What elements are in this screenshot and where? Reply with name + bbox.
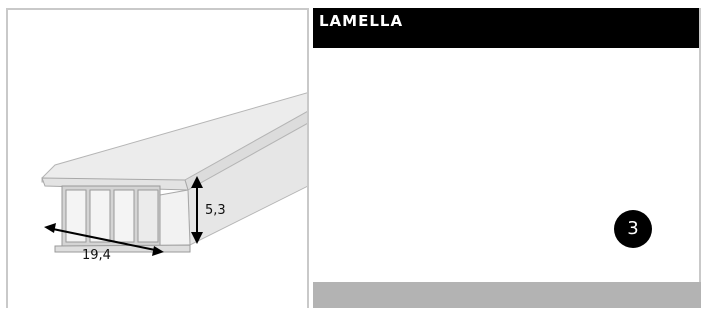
badge: 3 xyxy=(614,210,652,248)
header-bar: LAMELLA xyxy=(313,8,699,48)
product-image: 5,3 19,4 xyxy=(8,10,307,308)
info-panel: LAMELLA 3 xyxy=(313,8,701,308)
footer-bar xyxy=(313,282,701,308)
height-label: 5,3 xyxy=(205,203,226,218)
product-image-panel: 5,3 19,4 xyxy=(6,8,309,308)
width-label: 19,4 xyxy=(82,248,111,263)
product-card: 5,3 19,4 LAMELLA 3 xyxy=(0,0,701,308)
product-title: LAMELLA xyxy=(319,12,403,30)
